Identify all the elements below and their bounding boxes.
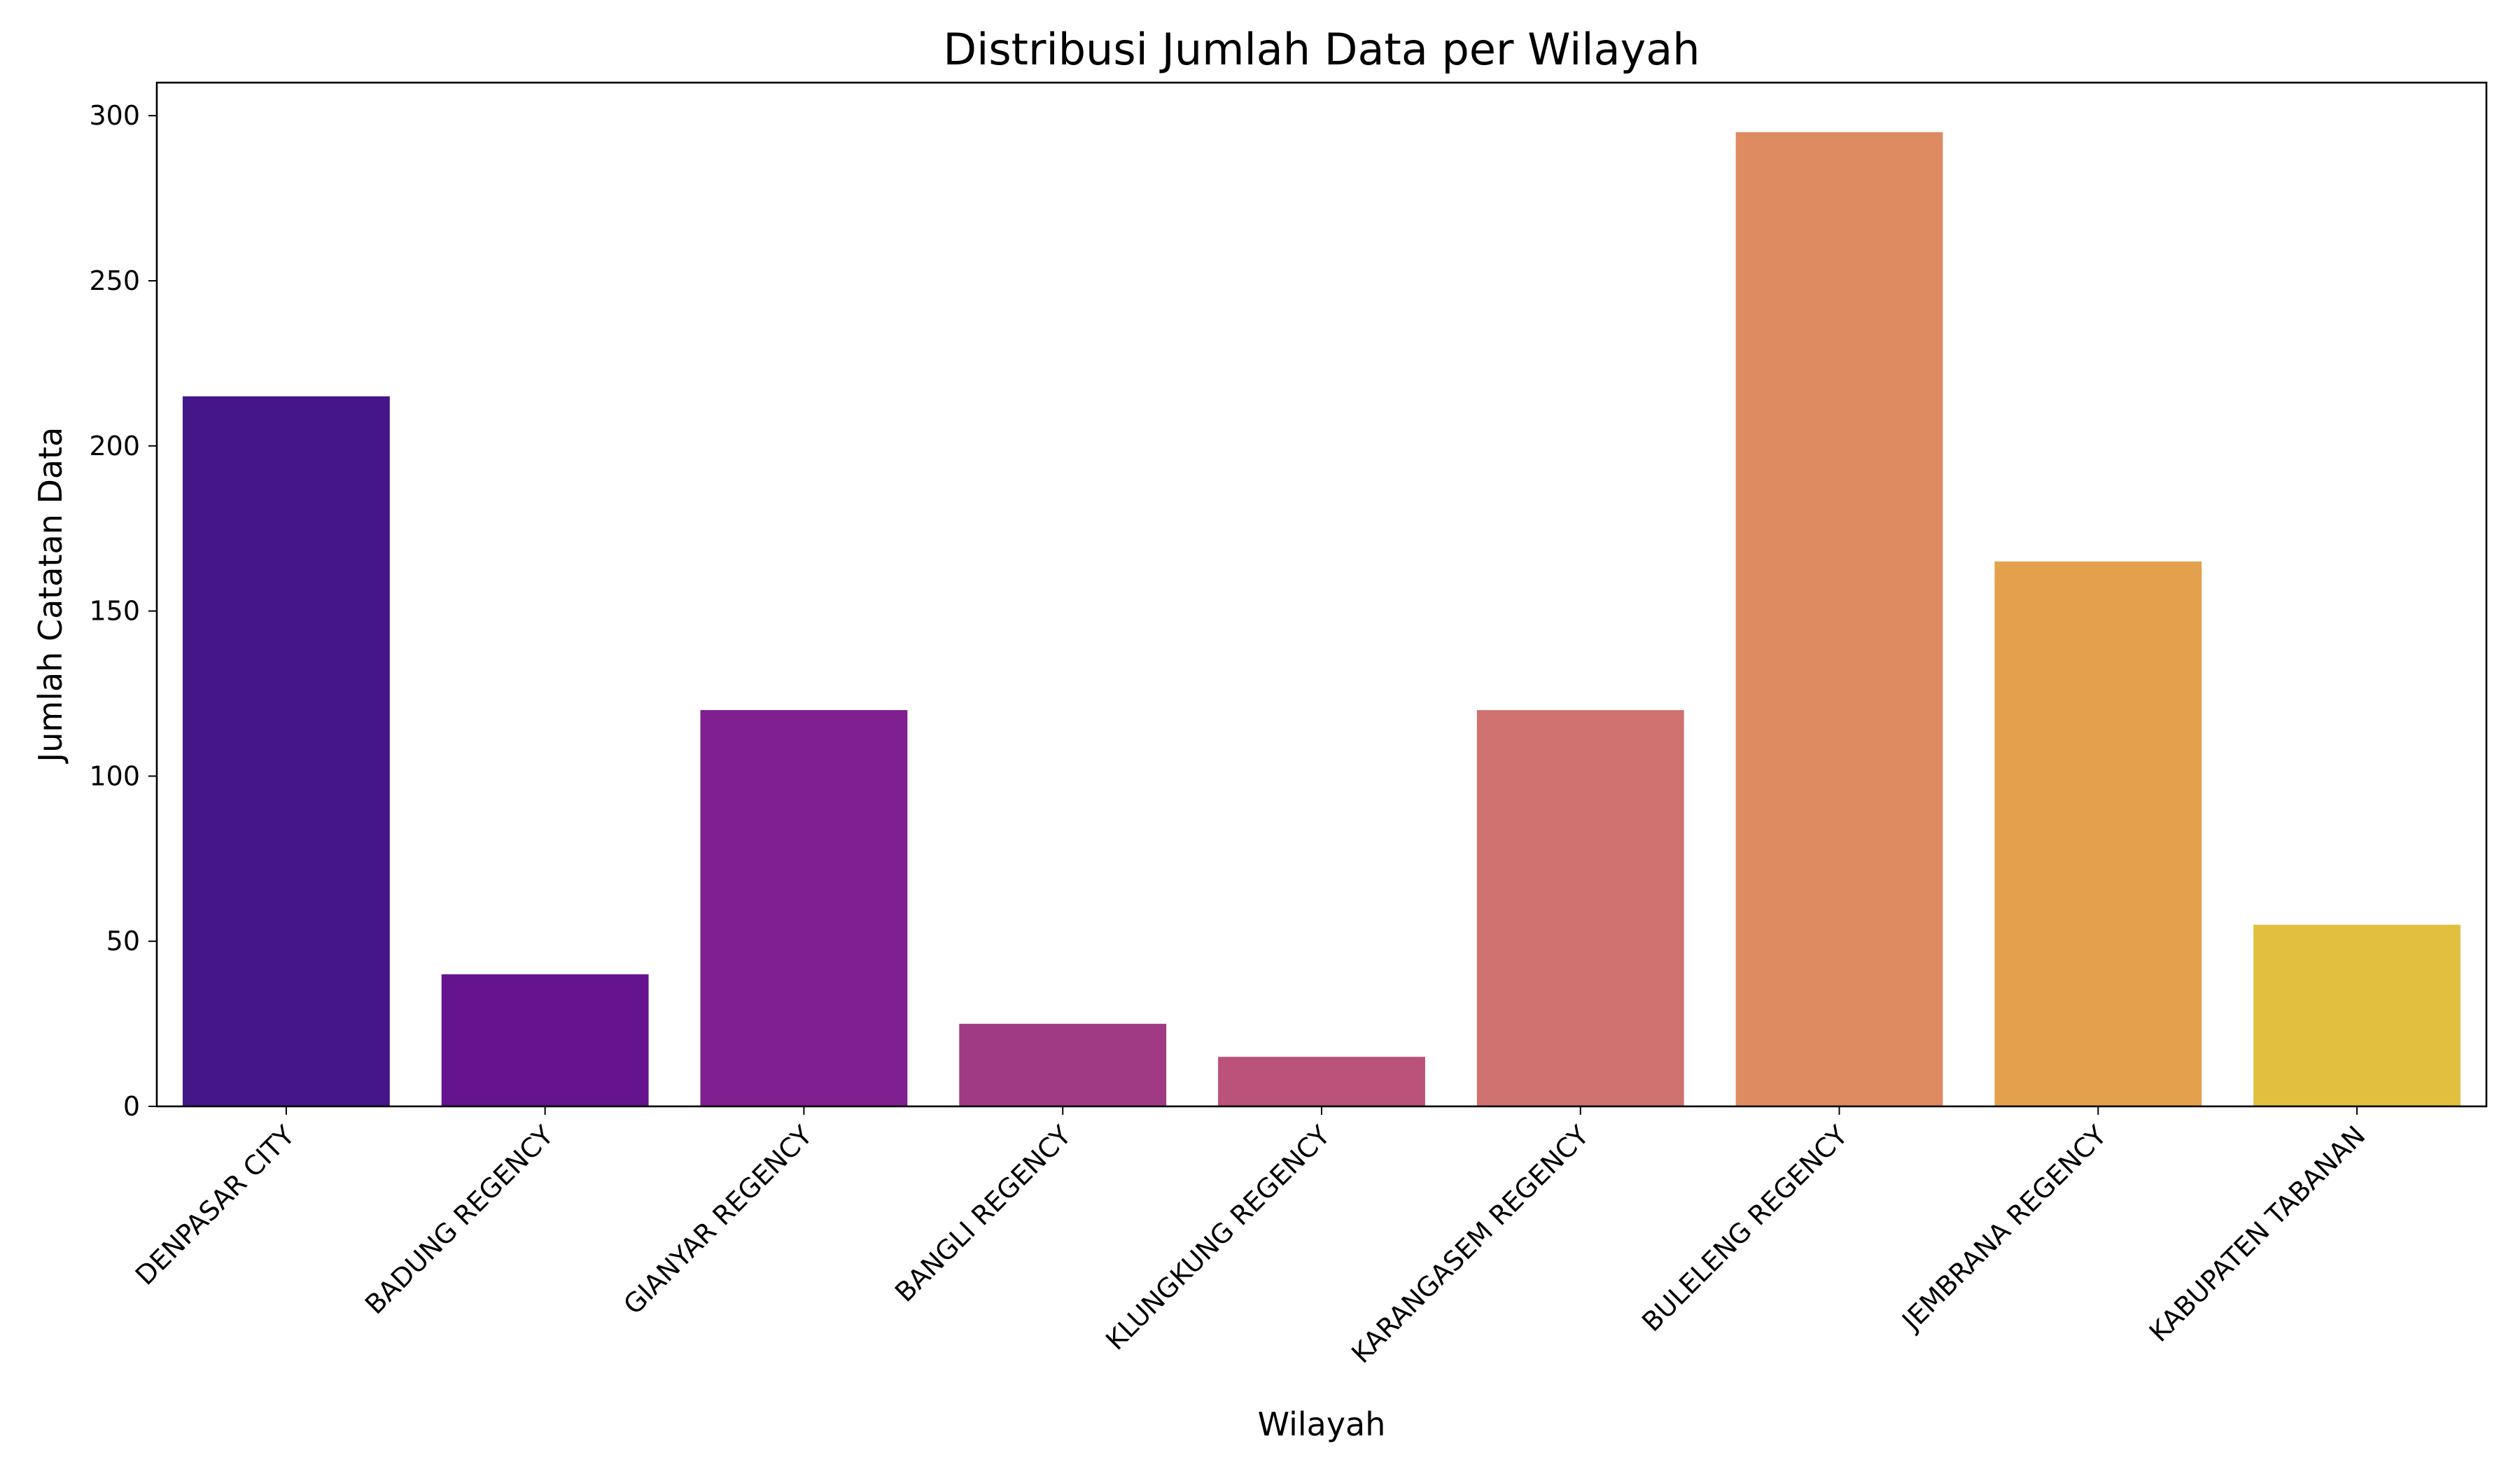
x-tick-label-0: DENPASAR CITY (130, 1120, 301, 1291)
x-axis-ticks: DENPASAR CITY BADUNG REGENCY GIANYAR REGEN… (130, 1106, 2372, 1369)
bar-2 (700, 710, 908, 1106)
bar-3 (959, 1024, 1167, 1106)
x-tick-label-8: KABUPATEN TABANAN (2143, 1120, 2372, 1348)
y-axis-label: Jumlah Catatan Data (31, 427, 69, 765)
bar-6 (1735, 132, 1943, 1106)
y-tick-label-0: 0 (123, 1091, 140, 1122)
y-tick-label-1: 50 (106, 926, 140, 957)
x-axis-label: Wilayah (1258, 1405, 1386, 1443)
y-axis-ticks: 0 50 100 150 200 250 300 (89, 100, 157, 1122)
bars-layer (182, 132, 2461, 1106)
x-tick-label-2: GIANYAR REGENCY (617, 1120, 818, 1321)
x-tick-label-1: BADUNG REGENCY (359, 1120, 560, 1321)
chart-title: Distribusi Jumlah Data per Wilayah (943, 24, 1700, 75)
bar-4 (1218, 1057, 1425, 1106)
bar-0 (182, 396, 390, 1106)
bar-7 (1994, 561, 2202, 1106)
y-tick-label-2: 100 (89, 760, 140, 791)
bar-1 (441, 974, 649, 1106)
y-tick-label-4: 200 (89, 431, 140, 461)
x-tick-label-3: BANGLI REGENCY (889, 1120, 1077, 1308)
x-tick-label-6: BULELENG REGENCY (1636, 1120, 1854, 1337)
plot-frame (155, 81, 2488, 1108)
x-tick-label-5: KARANGASEM REGENCY (1345, 1120, 1595, 1369)
y-tick-label-6: 300 (89, 100, 140, 131)
y-tick-label-5: 250 (89, 265, 140, 296)
bar-8 (2253, 924, 2461, 1106)
x-tick-label-7: JEMBRANA REGENCY (1895, 1120, 2113, 1337)
bar-5 (1476, 710, 1684, 1106)
y-tick-label-3: 150 (89, 596, 140, 627)
x-tick-label-4: KLUNGKUNG REGENCY (1100, 1120, 1336, 1356)
